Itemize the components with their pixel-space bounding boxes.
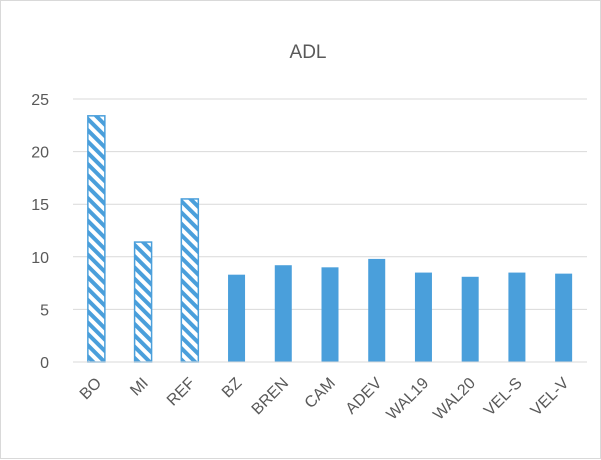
bar-vel-v xyxy=(555,273,573,362)
y-tick-label: 25 xyxy=(31,92,49,109)
x-tick-label: CAM xyxy=(302,375,339,412)
x-tick-label: WAL20 xyxy=(430,375,479,424)
y-tick-label: 15 xyxy=(31,197,49,214)
bar-vel-s xyxy=(508,272,526,362)
x-tick-label: BREN xyxy=(249,375,292,418)
x-tick-label: VEL-V xyxy=(528,375,573,420)
chart-title: ADL xyxy=(290,42,327,63)
bar-mi xyxy=(133,241,153,363)
y-tick-label: 0 xyxy=(40,355,49,372)
bar-wal19 xyxy=(414,272,432,362)
y-tick-label: 5 xyxy=(40,302,49,319)
x-tick-label: BO xyxy=(77,375,105,403)
bar-bren xyxy=(274,265,292,362)
y-tick-label: 10 xyxy=(31,250,49,267)
y-axis-ticks: 0 5 10 15 20 25 xyxy=(31,92,49,372)
y-tick-label: 20 xyxy=(31,145,49,162)
bar-cam xyxy=(321,267,339,362)
bar-bz xyxy=(228,274,246,362)
x-tick-label: MI xyxy=(127,375,152,400)
bars xyxy=(87,115,573,363)
x-tick-label: ADEV xyxy=(343,375,386,418)
bar-wal20 xyxy=(461,276,479,362)
bar-ref xyxy=(180,198,200,363)
bar-adev xyxy=(368,258,386,362)
x-tick-label: REF xyxy=(164,375,199,410)
x-tick-label: VEL-S xyxy=(481,375,526,420)
x-tick-label: WAL19 xyxy=(384,375,433,424)
x-tick-label: BZ xyxy=(219,375,246,402)
grid-lines xyxy=(73,98,587,310)
bar-bo xyxy=(87,115,106,363)
